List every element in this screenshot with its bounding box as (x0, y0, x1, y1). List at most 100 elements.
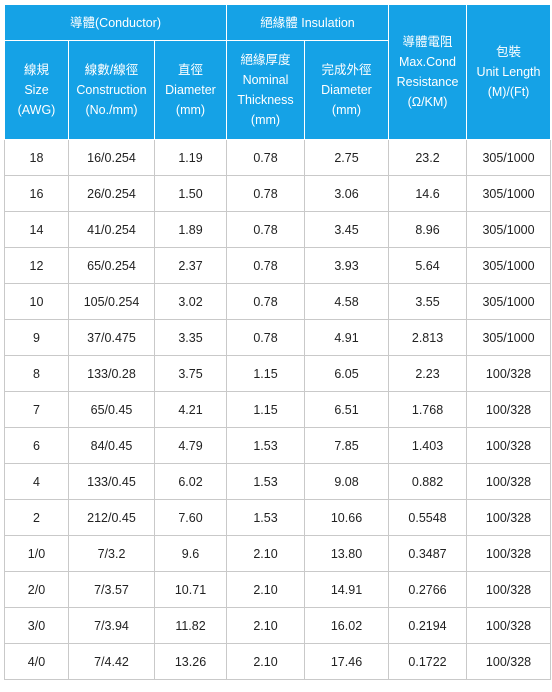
diameter-header-line: 直徑 (177, 63, 203, 77)
construction-cell: 133/0.28 (68, 355, 155, 392)
diameter-cell: 13.26 (154, 643, 227, 680)
resistance-cell: 0.882 (388, 463, 468, 500)
table-row: 2 212/0.45 7.60 1.53 10.66 0.5548 100/32… (4, 499, 552, 536)
construction-cell: 212/0.45 (68, 499, 155, 536)
diameter-cell: 9.6 (154, 535, 227, 572)
outer-diameter-cell: 10.66 (303, 499, 390, 536)
diameter-cell: 1.19 (154, 139, 227, 176)
outer-diameter-header-line: 完成外徑 (321, 63, 372, 77)
unit-length-cell: 100/328 (466, 643, 552, 680)
table-row: 1/0 7/3.2 9.6 2.10 13.80 0.3487 100/328 (4, 535, 552, 572)
size-cell: 2 (4, 499, 69, 536)
outer-diameter-cell: 3.93 (303, 247, 390, 284)
table-row: 9 37/0.475 3.35 0.78 4.91 2.813 305/1000 (4, 319, 552, 356)
thickness-cell: 2.10 (226, 535, 305, 572)
diameter-cell: 7.60 (154, 499, 227, 536)
thickness-cell: 0.78 (226, 175, 305, 212)
thickness-cell: 1.53 (226, 463, 305, 500)
resistance-cell: 5.64 (388, 247, 468, 284)
diameter-cell: 2.37 (154, 247, 227, 284)
thickness-header-line: Thickness (237, 93, 294, 107)
size-cell: 4 (4, 463, 69, 500)
construction-header: 線數/線徑 Construction (No./mm) (68, 40, 155, 140)
spec-table-container: 導體(Conductor) 絕緣體 Insulation 導體電阻 Max.Co… (4, 4, 552, 680)
size-cell: 18 (4, 139, 69, 176)
diameter-header-line: Diameter (165, 83, 216, 97)
table-row: 4 133/0.45 6.02 1.53 9.08 0.882 100/328 (4, 463, 552, 500)
table-row: 18 16/0.254 1.19 0.78 2.75 23.2 305/1000 (4, 139, 552, 176)
thickness-cell: 0.78 (226, 247, 305, 284)
unit-length-header-line: Unit Length (476, 65, 541, 79)
construction-cell: 65/0.254 (68, 247, 155, 284)
diameter-header: 直徑 Diameter (mm) (154, 40, 227, 140)
diameter-cell: 10.71 (154, 571, 227, 608)
thickness-cell: 0.78 (226, 211, 305, 248)
unit-length-header-line: (M)/(Ft) (487, 85, 530, 99)
construction-cell: 16/0.254 (68, 139, 155, 176)
thickness-cell: 0.78 (226, 283, 305, 320)
construction-cell: 65/0.45 (68, 391, 155, 428)
unit-length-cell: 100/328 (466, 463, 552, 500)
unit-length-cell: 100/328 (466, 355, 552, 392)
unit-length-cell: 305/1000 (466, 139, 552, 176)
table-row: 6 84/0.45 4.79 1.53 7.85 1.403 100/328 (4, 427, 552, 464)
unit-length-cell: 100/328 (466, 391, 552, 428)
unit-length-header-line: 包裝 (496, 45, 522, 59)
construction-cell: 41/0.254 (68, 211, 155, 248)
thickness-cell: 2.10 (226, 607, 305, 644)
size-cell: 8 (4, 355, 69, 392)
outer-diameter-header-line: (mm) (331, 103, 362, 117)
resistance-header-line: Max.Cond (399, 55, 456, 69)
construction-cell: 133/0.45 (68, 463, 155, 500)
unit-length-cell: 305/1000 (466, 283, 552, 320)
outer-diameter-cell: 7.85 (303, 427, 390, 464)
diameter-cell: 4.79 (154, 427, 227, 464)
size-cell: 7 (4, 391, 69, 428)
resistance-cell: 0.5548 (388, 499, 468, 536)
thickness-header-line: (mm) (250, 113, 281, 127)
diameter-cell: 3.75 (154, 355, 227, 392)
thickness-header-line: Nominal (242, 73, 289, 87)
size-cell: 3/0 (4, 607, 69, 644)
diameter-cell: 1.89 (154, 211, 227, 248)
table-row: 3/0 7/3.94 11.82 2.10 16.02 0.2194 100/3… (4, 607, 552, 644)
table-row: 16 26/0.254 1.50 0.78 3.06 14.6 305/1000 (4, 175, 552, 212)
outer-diameter-cell: 17.46 (303, 643, 390, 680)
resistance-header-line: (Ω/KM) (407, 95, 448, 109)
unit-length-cell: 100/328 (466, 499, 552, 536)
diameter-cell: 11.82 (154, 607, 227, 644)
size-cell: 6 (4, 427, 69, 464)
construction-cell: 7/3.2 (68, 535, 155, 572)
diameter-cell: 4.21 (154, 391, 227, 428)
unit-length-cell: 305/1000 (466, 319, 552, 356)
resistance-cell: 1.403 (388, 427, 468, 464)
table-row: 7 65/0.45 4.21 1.15 6.51 1.768 100/328 (4, 391, 552, 428)
size-header-line: (AWG) (17, 103, 56, 117)
conductor-group-header: 導體(Conductor) (4, 4, 227, 41)
unit-length-cell: 100/328 (466, 427, 552, 464)
outer-diameter-cell: 13.80 (303, 535, 390, 572)
size-cell: 14 (4, 211, 69, 248)
unit-length-cell: 100/328 (466, 535, 552, 572)
cable-spec-table: 導體(Conductor) 絕緣體 Insulation 導體電阻 Max.Co… (4, 4, 552, 680)
thickness-cell: 1.53 (226, 499, 305, 536)
size-cell: 4/0 (4, 643, 69, 680)
header-sub-row: 線規 Size (AWG) 線數/線徑 Construction (No./mm… (4, 40, 551, 140)
unit-length-cell: 305/1000 (466, 247, 552, 284)
construction-cell: 37/0.475 (68, 319, 155, 356)
unit-length-cell: 100/328 (466, 607, 552, 644)
diameter-cell: 3.02 (154, 283, 227, 320)
resistance-cell: 23.2 (388, 139, 468, 176)
thickness-cell: 2.10 (226, 643, 305, 680)
outer-diameter-cell: 6.05 (303, 355, 390, 392)
thickness-cell: 1.15 (226, 355, 305, 392)
size-header: 線規 Size (AWG) (4, 40, 69, 140)
thickness-header: 絕緣厚度 Nominal Thickness (mm) (226, 40, 305, 140)
construction-header-line: (No./mm) (85, 103, 138, 117)
size-cell: 1/0 (4, 535, 69, 572)
resistance-cell: 3.55 (388, 283, 468, 320)
table-row: 14 41/0.254 1.89 0.78 3.45 8.96 305/1000 (4, 211, 552, 248)
resistance-cell: 0.2194 (388, 607, 468, 644)
size-header-line: 線規 (23, 63, 49, 77)
thickness-cell: 0.78 (226, 319, 305, 356)
